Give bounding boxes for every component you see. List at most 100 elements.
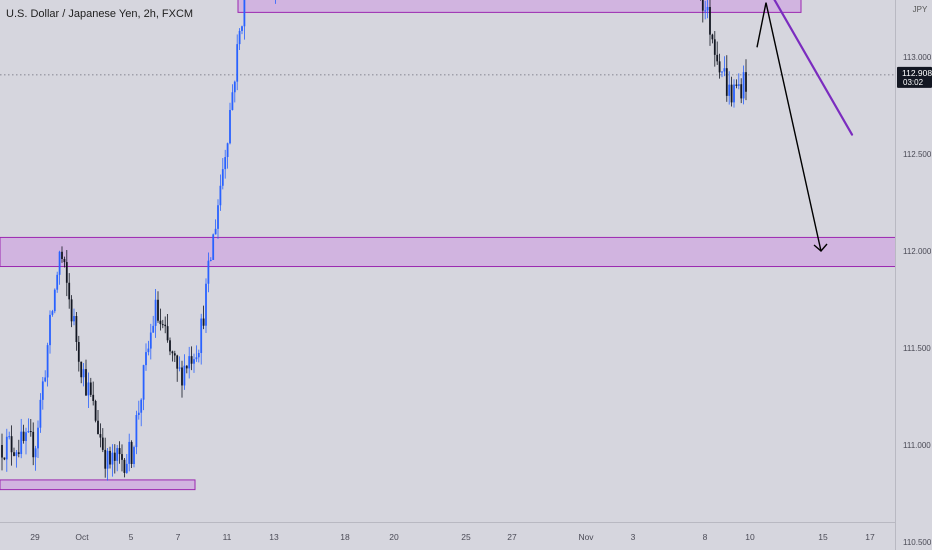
candle-body [735, 84, 738, 86]
time-tick-label: 7 [176, 532, 181, 542]
candle-body [725, 68, 728, 96]
time-tick-label: Nov [578, 532, 594, 542]
candle-body [243, 0, 246, 27]
candle-body [1, 445, 3, 458]
projection-path[interactable] [756, 2, 822, 252]
price-tick-label: 112.500 [903, 150, 932, 159]
candle-body [205, 283, 207, 326]
price-tick-label: 111.000 [903, 441, 931, 450]
candle-body [159, 320, 162, 325]
candle-body [44, 377, 47, 382]
candle-body [224, 157, 227, 170]
candle-body [128, 441, 131, 464]
candle-body [178, 367, 181, 369]
candle-body [87, 382, 90, 396]
candle-body [154, 299, 157, 326]
candle-body [109, 450, 111, 465]
candle-body [706, 6, 709, 11]
candle-body [226, 143, 229, 158]
candle-body [63, 258, 66, 263]
candle-body [116, 448, 119, 461]
candle-body [125, 463, 128, 473]
price-tick-label: 113.000 [903, 53, 932, 62]
candle-body [99, 434, 102, 438]
candle-body [89, 382, 92, 395]
candle-body [200, 318, 203, 353]
candle-body [193, 359, 195, 364]
candle-body [157, 299, 159, 321]
candle-body [745, 72, 747, 92]
time-tick-label: 29 [30, 532, 40, 542]
candle-body [70, 299, 73, 322]
current-price-value: 112.908 [902, 68, 932, 78]
time-axis-divider [0, 522, 895, 523]
time-tick-label: Oct [75, 532, 89, 542]
zone-rectangle[interactable] [237, 0, 802, 13]
candle-body [229, 109, 231, 144]
candlestick-series [1, 0, 747, 481]
candle-body [147, 348, 150, 353]
price-axis-currency: JPY [913, 5, 928, 14]
candle-body [5, 436, 8, 460]
time-axis[interactable]: 29 Oct 5 7 11 13 18 20 25 27 Nov 3 8 10 15 17 [30, 532, 875, 542]
zone-rectangle[interactable] [0, 236, 899, 268]
candle-body [25, 432, 27, 441]
projection-arrowhead[interactable] [813, 243, 828, 252]
candle-body [29, 431, 32, 433]
current-price-label [897, 66, 932, 88]
candle-body [709, 6, 711, 35]
price-axis[interactable]: JPY115.000114.500114.000113.500113.00011… [896, 0, 932, 547]
time-tick-label: 25 [461, 532, 471, 542]
candle-body [185, 365, 188, 369]
candle-body [181, 367, 183, 386]
candle-body [152, 325, 155, 333]
candle-body [164, 324, 167, 327]
candle-body [130, 441, 133, 464]
candle-body [27, 431, 30, 433]
price-axis-divider [895, 0, 896, 550]
candle-body [231, 92, 234, 110]
candle-body [113, 452, 116, 461]
candle-body [106, 450, 109, 469]
candle-body [721, 71, 723, 73]
candle-body [701, 0, 704, 11]
candle-body [197, 352, 200, 358]
candle-body [212, 234, 215, 260]
candle-body [20, 431, 23, 455]
support-resistance-zones[interactable] [0, 0, 899, 491]
candle-body [22, 431, 25, 441]
candle-body [188, 356, 191, 369]
time-tick-label: 15 [818, 532, 828, 542]
candle-body [221, 169, 224, 186]
candle-body [77, 341, 80, 362]
candle-body [704, 10, 707, 12]
candle-body [176, 355, 179, 369]
candle-body [241, 26, 243, 31]
candle-body [195, 357, 198, 360]
candle-body [49, 314, 51, 346]
time-tick-label: 10 [745, 532, 755, 542]
candle-body [37, 427, 39, 449]
trendline[interactable] [659, 0, 854, 136]
drawings-layer[interactable] [659, 0, 854, 252]
candle-body [135, 415, 138, 448]
candle-body [58, 251, 61, 275]
candle-body [101, 437, 104, 450]
candle-body [68, 282, 71, 300]
candle-body [39, 399, 42, 428]
price-tick-label: 111.500 [903, 344, 931, 353]
price-tick-label: 112.000 [903, 247, 932, 256]
time-tick-label: 5 [129, 532, 134, 542]
candle-body [169, 340, 171, 352]
candle-body [137, 412, 140, 416]
candle-body [53, 289, 56, 312]
time-tick-label: 3 [631, 532, 636, 542]
candle-body [733, 84, 735, 103]
zone-rectangle[interactable] [0, 479, 196, 491]
candle-body [233, 81, 236, 93]
candle-body [121, 454, 123, 460]
time-tick-label: 20 [389, 532, 399, 542]
candle-body [723, 68, 726, 72]
candle-body [17, 452, 20, 455]
